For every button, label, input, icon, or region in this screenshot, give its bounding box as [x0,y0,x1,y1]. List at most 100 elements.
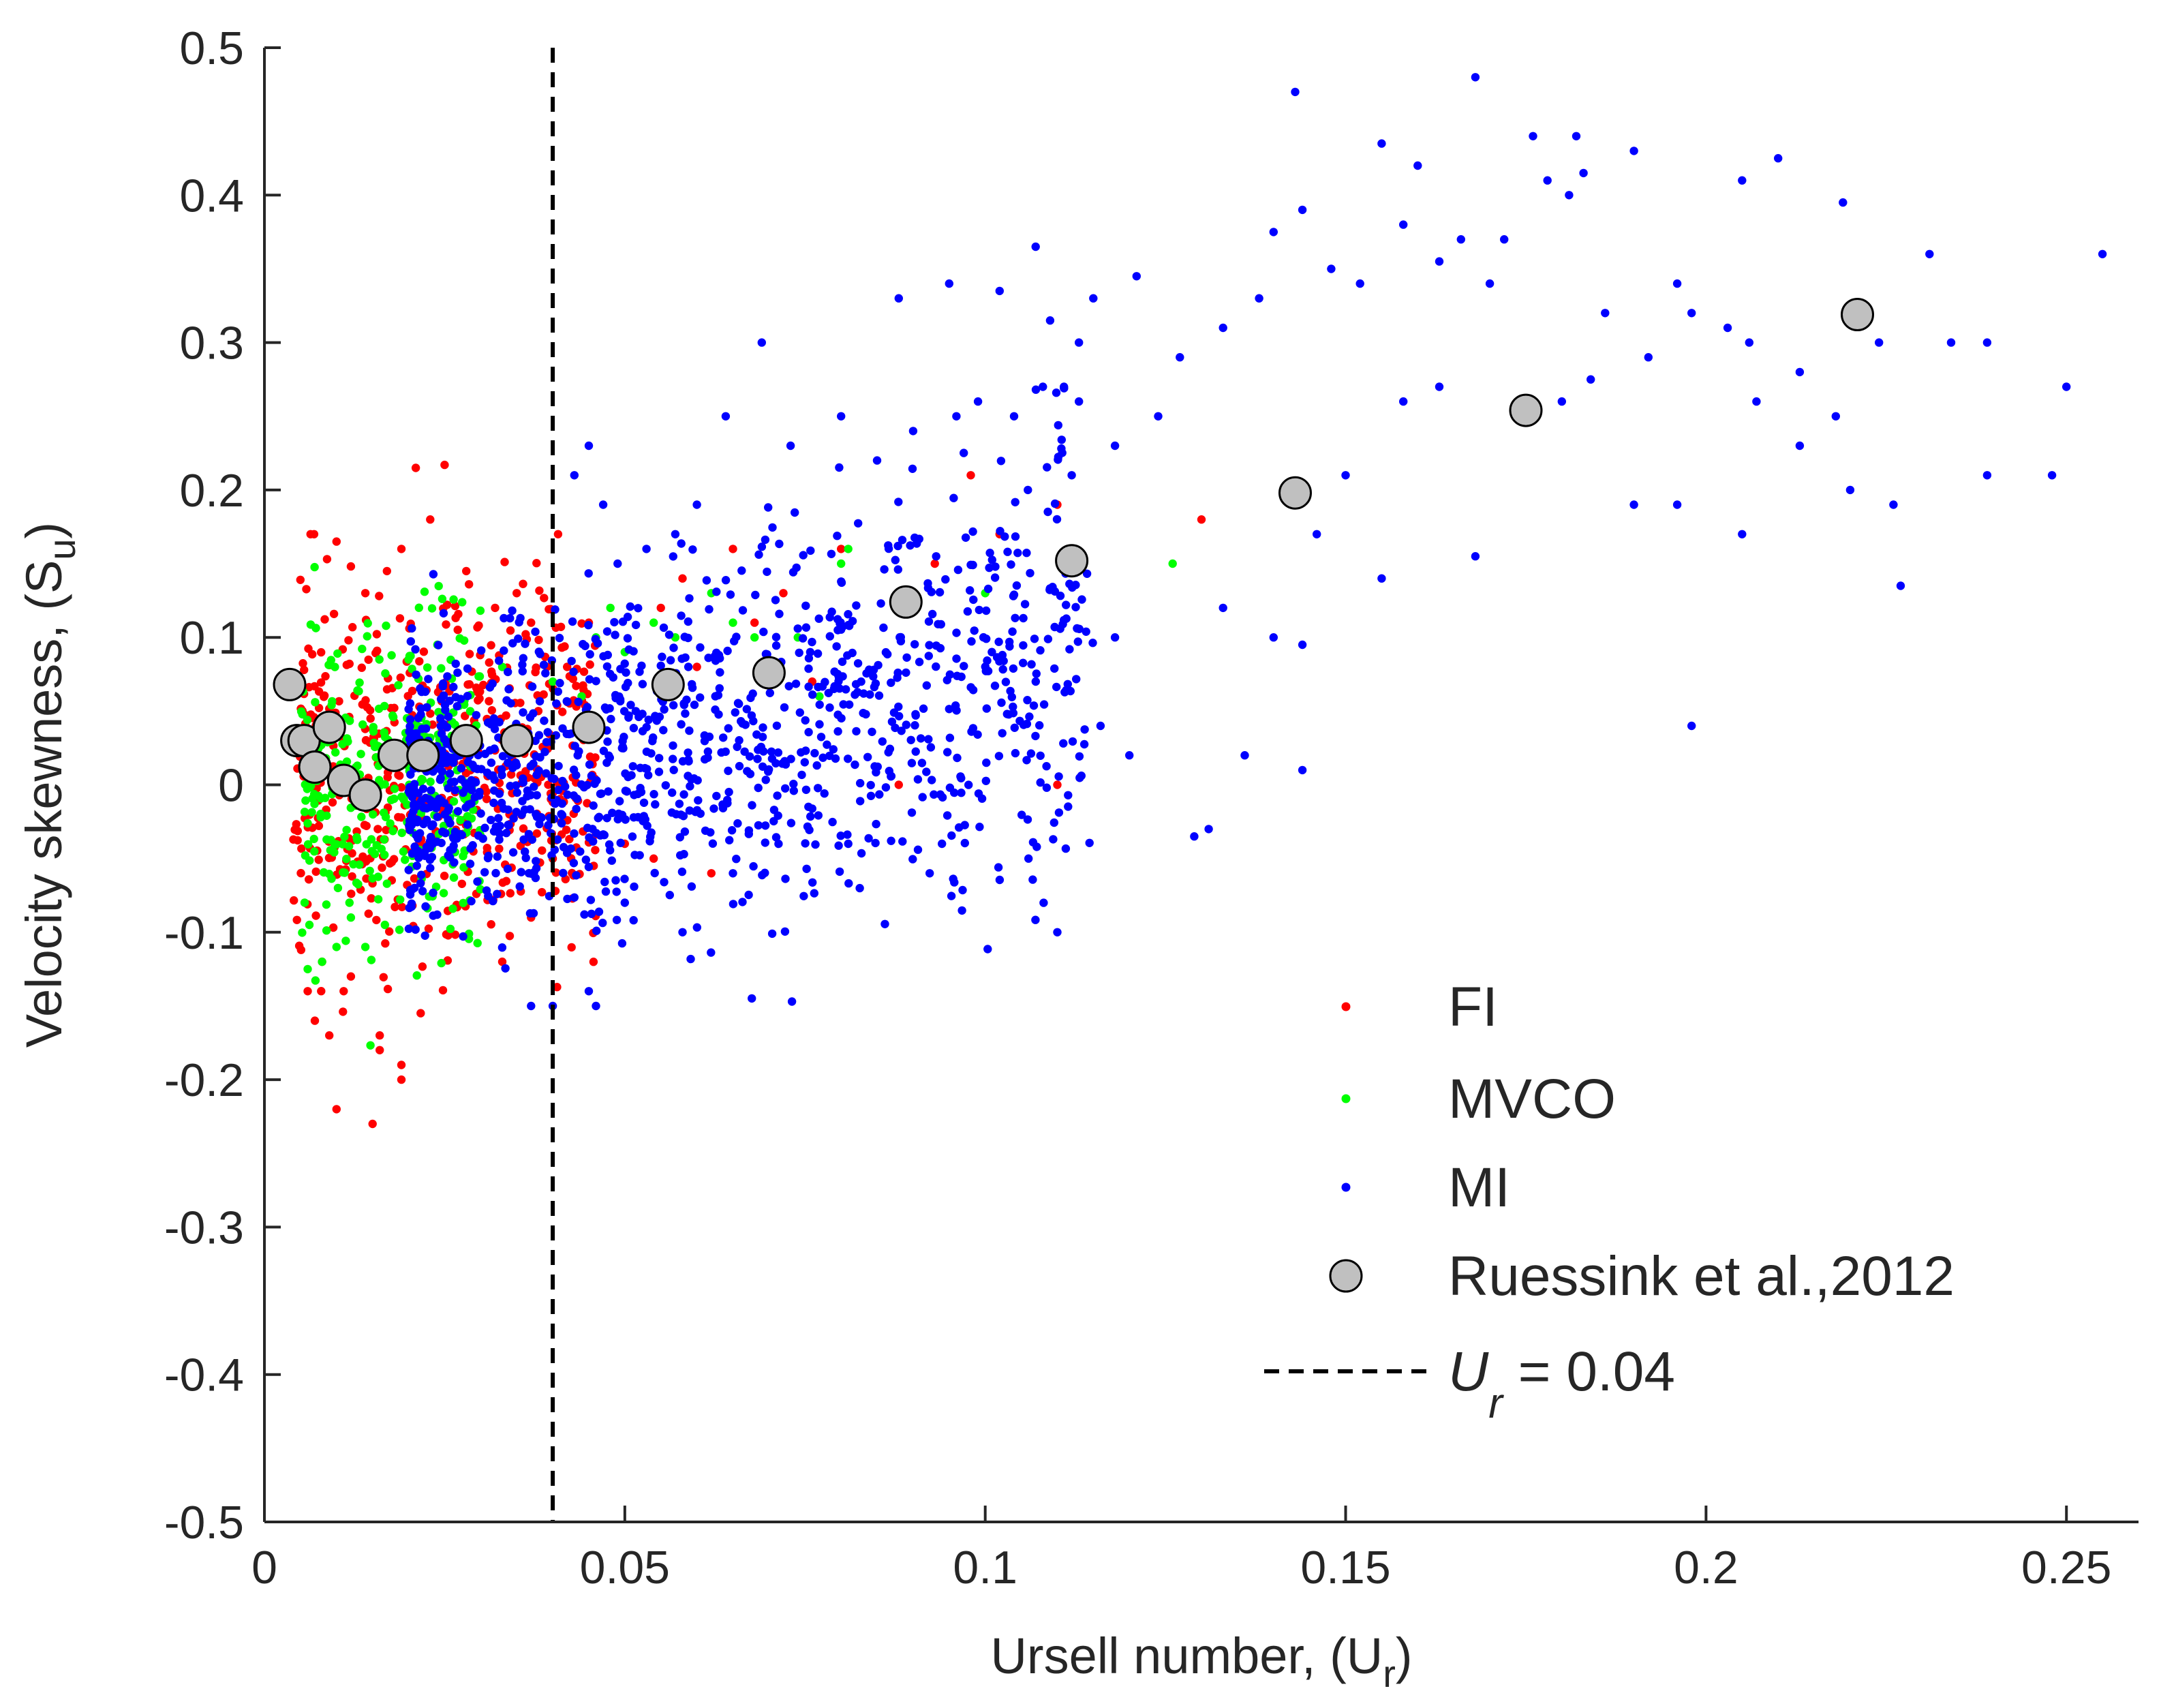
point-fi-151 [521,630,530,639]
point-mi-1307 [1672,500,1682,509]
point-mi-928 [1032,842,1041,851]
point-mi-452 [748,994,756,1003]
point-mi-306 [623,634,632,643]
point-mi-415 [429,888,438,898]
point-mi-664 [631,620,641,630]
point-fi-469 [428,720,437,729]
point-mi-1284 [1601,309,1610,318]
point-mi-530 [1032,669,1041,678]
point-mi-1032 [945,783,955,792]
point-mi-1318 [1298,765,1307,775]
point-mi-1358 [1125,751,1134,760]
point-mi-1229 [767,929,777,939]
point-fi-441 [383,773,392,782]
point-mi-862 [995,657,1004,666]
point-fi-349 [506,770,516,779]
point-mi-1198 [981,606,991,615]
point-mvco-200 [388,827,397,836]
point-mi-468 [429,911,438,920]
point-mi-1009 [629,813,639,822]
point-mi-830 [636,784,645,793]
point-mi-1214 [1071,581,1080,590]
point-fi-224 [519,824,528,833]
point-mi-1089 [1050,622,1059,632]
point-mi-613 [414,847,423,855]
point-mi-756 [957,774,966,783]
point-mi-231 [908,464,917,473]
point-mi-124 [917,759,927,767]
point-mi-154 [781,784,790,793]
point-fi-228 [567,943,576,952]
point-mi-794 [404,924,414,933]
point-mi-1144 [804,654,814,662]
y-tick-label-0: -0.5 [164,1497,244,1549]
point-mvco-318 [339,868,348,877]
point-mi-476 [437,838,446,848]
point-mi-1220 [439,691,448,700]
point-mi-524 [675,799,684,808]
point-mi-1005 [717,748,726,757]
point-mi-1327 [1075,397,1084,406]
point-mi-1342 [642,545,651,553]
point-mvco-234 [355,678,364,687]
point-mi-1034 [851,690,859,699]
point-mi-1050 [848,617,857,626]
point-fi-324 [495,844,504,853]
point-mi-1329 [1053,928,1062,937]
point-mi-904 [758,723,767,732]
point-mi-1061 [587,909,596,919]
point-mi-659 [868,727,876,737]
point-mi-388 [703,747,713,756]
point-mi-1114 [405,903,414,913]
point-fi-52 [314,821,324,830]
point-mi-1201 [443,672,452,681]
point-mi-825 [535,697,545,706]
point-mi-591 [677,539,686,548]
point-mi-1185 [1058,620,1067,628]
point-mi-1158 [1056,592,1065,600]
point-mvco-309 [459,863,468,872]
point-mi-1325 [1110,633,1120,642]
point-fi-97 [532,829,541,838]
point-ruessink-19 [1841,298,1874,331]
y-tick-label-6: 0.1 [179,612,244,664]
point-mi-656 [996,457,1006,466]
point-mi-674 [1036,646,1045,655]
y-tick-label-8: 0.3 [179,318,244,369]
point-mi-730 [439,609,448,617]
point-mi-475 [477,646,486,655]
point-mi-1313 [1399,397,1408,406]
point-fi-484 [382,685,392,694]
point-mi-850 [804,728,813,737]
point-fi-400 [453,625,462,635]
point-fi-219 [379,973,388,982]
point-mvco-342 [318,957,326,966]
legend-marker-fi [1341,1002,1351,1011]
point-mi-849 [895,632,904,642]
point-fi-343 [558,707,567,716]
point-mi-565 [731,708,740,717]
point-mi-765 [786,819,796,827]
point-mi-1266 [1298,205,1307,215]
point-mi-305 [541,669,550,677]
point-mi-457 [887,836,895,845]
point-mi-62 [772,721,782,731]
point-mi-917 [551,605,560,614]
point-mi-1071 [592,677,600,686]
point-mvco-229 [386,819,395,828]
point-mi-834 [477,765,486,774]
point-mi-859 [557,810,566,819]
point-mi-1263 [1839,198,1848,207]
point-fi-433 [345,659,354,669]
point-mi-601 [1027,660,1036,669]
point-mi-464 [902,720,911,729]
point-mi-900 [590,779,599,789]
point-mi-986 [508,606,517,615]
point-mi-1208 [832,642,841,651]
point-mi-1056 [1071,603,1080,611]
point-mi-631 [679,790,688,799]
point-mvco-297 [412,971,421,980]
point-mi-145 [998,729,1007,738]
point-fi-369 [328,923,338,932]
point-mi-1180 [569,859,579,868]
